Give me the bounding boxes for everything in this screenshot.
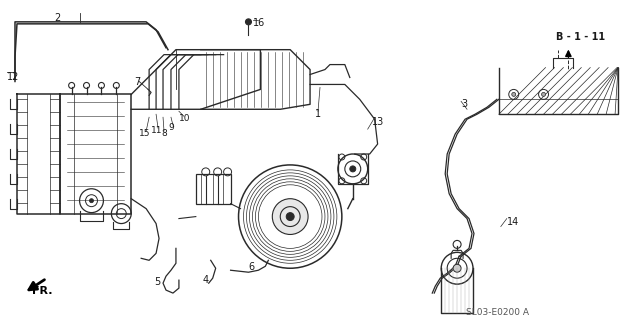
Text: 4: 4 bbox=[203, 275, 209, 285]
Text: 14: 14 bbox=[507, 217, 519, 226]
Text: 6: 6 bbox=[248, 262, 255, 272]
Text: FR.: FR. bbox=[32, 286, 52, 296]
Text: 13: 13 bbox=[372, 117, 384, 127]
Text: 12: 12 bbox=[7, 71, 19, 82]
Circle shape bbox=[246, 19, 252, 25]
Circle shape bbox=[453, 264, 461, 272]
Bar bbox=[196, 174, 230, 204]
Circle shape bbox=[286, 212, 294, 220]
Text: 9: 9 bbox=[168, 123, 173, 132]
Circle shape bbox=[90, 199, 93, 203]
Circle shape bbox=[512, 93, 516, 96]
Text: 5: 5 bbox=[154, 277, 161, 287]
Text: 3: 3 bbox=[461, 99, 467, 109]
Text: 7: 7 bbox=[134, 78, 140, 87]
Text: 8: 8 bbox=[161, 129, 167, 138]
Circle shape bbox=[350, 166, 356, 172]
Circle shape bbox=[272, 199, 308, 234]
Text: 16: 16 bbox=[253, 18, 266, 28]
Text: 11: 11 bbox=[151, 126, 163, 135]
Text: 15: 15 bbox=[139, 129, 150, 138]
Text: 10: 10 bbox=[179, 114, 191, 123]
Text: 2: 2 bbox=[55, 13, 61, 23]
Circle shape bbox=[541, 93, 545, 96]
Text: B - 1 - 11: B - 1 - 11 bbox=[556, 32, 605, 42]
Text: 1: 1 bbox=[315, 109, 321, 119]
Text: SL03-E0200 A: SL03-E0200 A bbox=[466, 308, 529, 317]
